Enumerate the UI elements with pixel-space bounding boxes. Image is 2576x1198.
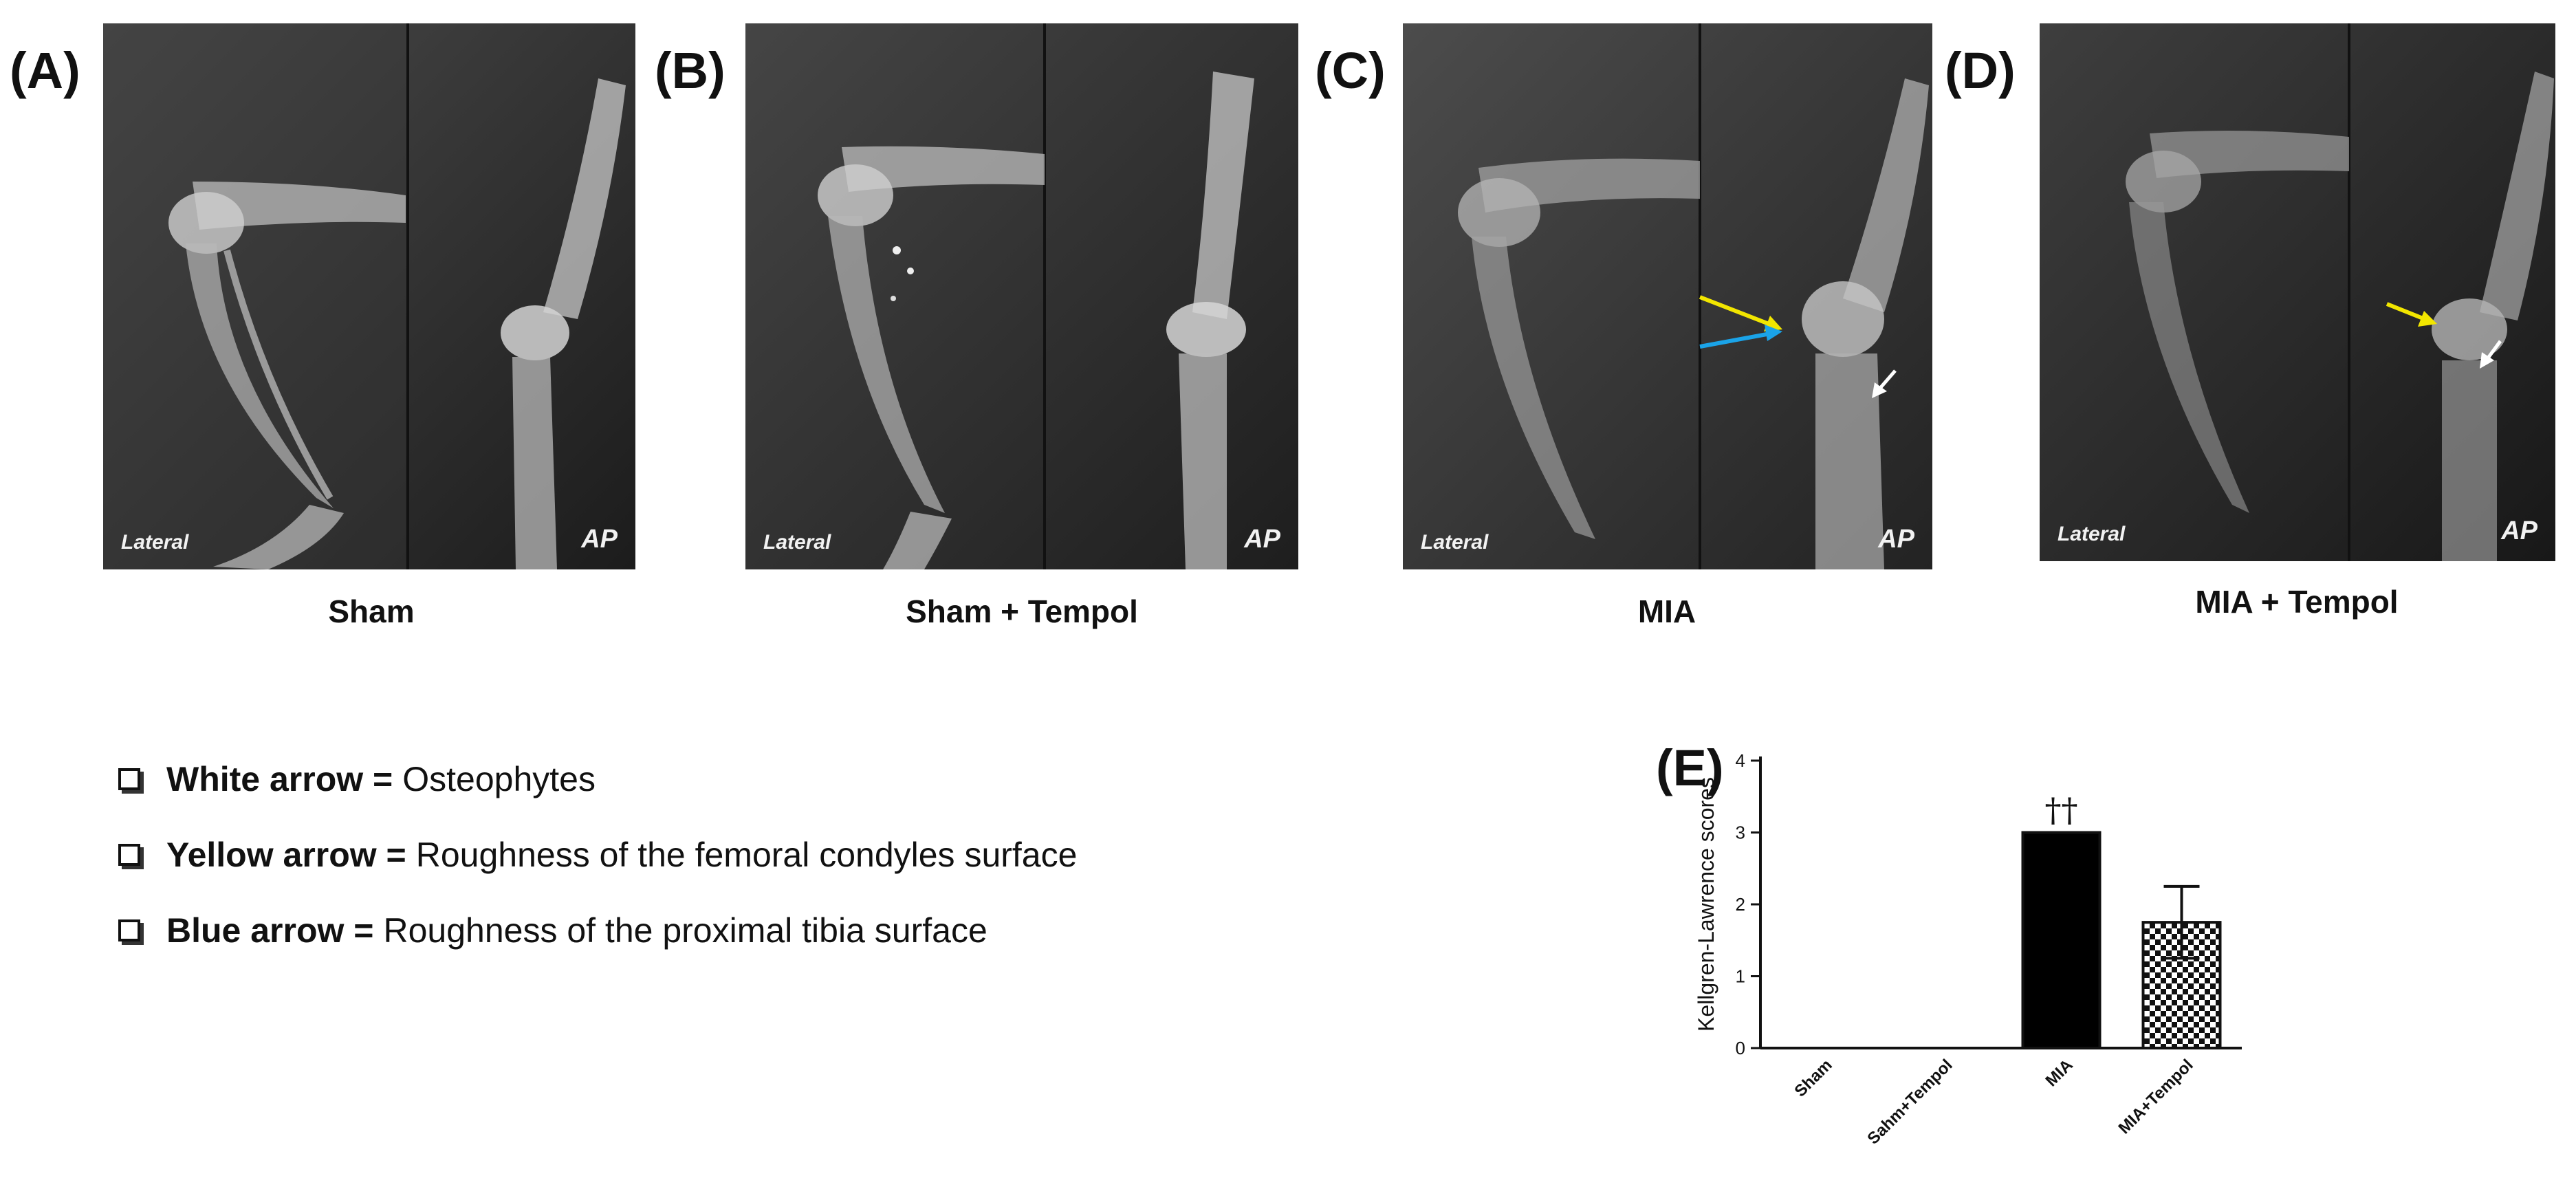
y-axis-label: Kellgren-Lawrence scores	[1694, 777, 1718, 1032]
xray-panel-mia: Lateral AP	[1403, 23, 1932, 569]
caption-sham: Sham	[328, 593, 415, 629]
legend-desc: Roughness of the femoral condyles surfac…	[415, 836, 1078, 874]
y-tick-label: 4	[1736, 750, 1745, 771]
xray-image-mia	[1403, 23, 1932, 569]
panel-letter-d: (D)	[1945, 42, 2016, 99]
x-tick-label: Sahm+Tempol	[1864, 1056, 1956, 1148]
legend-term: Blue arrow =	[166, 911, 374, 950]
xray-panel-sham-tempol: Lateral AP	[745, 23, 1298, 569]
white-arrow-icon	[1872, 369, 1897, 398]
legend-desc: Osteophytes	[402, 760, 596, 798]
panel-letter-e: (E)	[1656, 739, 1724, 796]
caption-sham-tempol: Sham + Tempol	[906, 593, 1138, 629]
lateral-view-label: Lateral	[121, 531, 189, 554]
xray-panel-mia-tempol: Lateral AP	[2040, 23, 2555, 561]
blue-arrow-icon	[1699, 325, 1782, 349]
caption-mia: MIA	[1637, 593, 1696, 629]
x-tick-label: MIA	[2042, 1056, 2077, 1090]
xray-image-mia-tempol	[2040, 23, 2555, 561]
legend-item-white-arrow: White arrow = Osteophytes	[118, 741, 1077, 817]
ap-view-label: AP	[2501, 516, 2537, 545]
y-tick-label: 1	[1736, 966, 1745, 987]
x-tick-label: Sham	[1791, 1056, 1835, 1100]
white-arrow-icon	[2480, 340, 2502, 369]
y-tick-label: 3	[1736, 823, 1745, 843]
lateral-view-label: Lateral	[763, 531, 831, 554]
xray-panel-sham: Lateral AP	[103, 23, 635, 569]
y-tick-label: 2	[1736, 894, 1745, 915]
checkbox-bullet-icon	[118, 844, 140, 866]
xray-image-sham	[103, 23, 635, 569]
x-tick-label: MIA+Tempol	[2115, 1056, 2197, 1137]
significance-annotation: ††	[2045, 792, 2078, 830]
panel-letter-b: (B)	[655, 42, 725, 99]
legend-term: Yellow arrow =	[166, 836, 406, 874]
panel-letter-a: (A)	[10, 42, 80, 99]
xray-image-sham-tempol	[745, 23, 1298, 569]
yellow-arrow-icon	[2386, 302, 2437, 327]
legend-item-yellow-arrow: Yellow arrow = Roughness of the femoral …	[118, 817, 1077, 893]
y-tick-label: 0	[1736, 1038, 1745, 1058]
kl-score-bar-chart: 0 1 2 3 4 Kellgren-Lawrence scores Sham Sahm+Te…	[1694, 750, 2242, 1148]
checkbox-bullet-icon	[118, 768, 140, 790]
ap-view-label: AP	[581, 525, 618, 554]
ap-view-label: AP	[1878, 525, 1914, 554]
caption-mia-tempol: MIA + Tempol	[2195, 584, 2399, 620]
arrow-legend: White arrow = Osteophytes Yellow arrow =…	[118, 741, 1077, 968]
legend-item-blue-arrow: Blue arrow = Roughness of the proximal t…	[118, 893, 1077, 968]
bar-mia	[2021, 831, 2102, 1049]
lateral-view-label: Lateral	[2057, 523, 2126, 545]
lateral-view-label: Lateral	[1421, 531, 1489, 554]
ap-view-label: AP	[1244, 525, 1280, 554]
legend-term: White arrow =	[166, 760, 393, 798]
checkbox-bullet-icon	[118, 919, 140, 941]
panel-letter-c: (C)	[1315, 42, 1386, 99]
legend-desc: Roughness of the proximal tibia surface	[383, 911, 987, 950]
